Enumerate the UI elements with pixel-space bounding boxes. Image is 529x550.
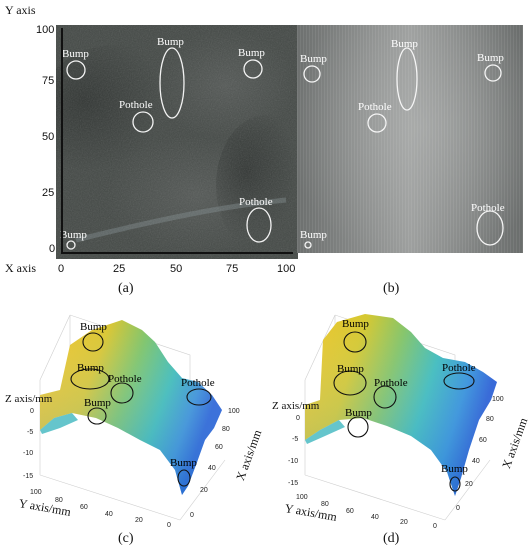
panel-a-y-tick: 75 (42, 75, 55, 87)
panel-c-z-tick: -15 (23, 473, 34, 480)
panel-a-y-tick: 100 (36, 24, 55, 36)
panel-c-annotation-marks (70, 332, 212, 487)
panel-a-annotation-label: Bump (62, 48, 89, 60)
panel-d-caption: (d) (383, 531, 400, 546)
panel-d-y-tick: 20 (400, 519, 408, 526)
panel-c-caption: (c) (118, 531, 134, 546)
panel-c-z-axis-title: Z axis/mm (5, 393, 53, 405)
panel-c-annotation-label: Bump (84, 397, 111, 409)
panel-a-annotation-label: Pothole (239, 196, 273, 208)
panel-d-annotation-label: Pothole (442, 362, 476, 374)
panel-c-x-tick: 80 (222, 426, 230, 433)
panel-b-annotation-label: Pothole (471, 202, 505, 214)
panel-a-y-tick: 0 (49, 243, 56, 255)
panel-d-z-tick: -10 (288, 458, 299, 465)
panel-d-annotation-marks (333, 331, 475, 492)
panel-a-y-tick: 25 (42, 187, 55, 199)
panel-c-y-tick: 20 (135, 517, 143, 524)
panel-a-y-axis-title: Y axis (5, 3, 36, 17)
panel-c-z-tick: -5 (27, 429, 34, 436)
panel-d-annotation-label: Bump (345, 407, 372, 419)
panel-a-y-tick: 50 (42, 131, 55, 143)
panel-d-annotation-label: Bump (441, 463, 468, 475)
panel-a-x-tick: 50 (170, 263, 183, 275)
panel-d-3d-surface: Bump Bump Pothole Pothole Bump Bump (304, 314, 497, 521)
panel-d-y-tick: 80 (321, 501, 329, 508)
panel-c-annotation-label: Pothole (108, 373, 142, 385)
panel-d-y-tick: 60 (346, 508, 354, 515)
panel-d-y-tick: 40 (371, 514, 379, 521)
panel-c-y-tick: 80 (55, 497, 63, 504)
panel-a-caption: (a) (118, 281, 134, 296)
panel-c-x-tick: 40 (208, 465, 216, 472)
panel-d-annotation-label: Pothole (374, 377, 408, 389)
panel-d-x-tick: 0 (456, 505, 460, 512)
panel-b-annotation-label: Pothole (358, 101, 392, 113)
panel-a-x-tick: 75 (226, 263, 239, 275)
panel-d-annotation-label: Bump (342, 318, 369, 330)
panel-a-annotation-marks (66, 47, 272, 250)
panel-c-3d-surface: Bump Bump Pothole Pothole Bump Bump (39, 314, 226, 521)
panel-c-annotation-label: Bump (77, 362, 104, 374)
panel-c-annotation-label: Bump (80, 321, 107, 333)
panel-d-z-tick: 0 (296, 415, 300, 422)
panel-d-y-tick: 0 (433, 523, 437, 530)
panel-c-y-tick: 0 (167, 522, 171, 529)
panel-c-z-tick: 0 (30, 408, 34, 415)
panel-a-annotation-label: Pothole (119, 99, 153, 111)
panel-b-annotation-label: Bump (391, 38, 418, 50)
panel-d-z-tick: -15 (288, 480, 299, 487)
panel-a-annotation-label: Bump (238, 47, 265, 59)
panel-a-x-axis-title: X axis (5, 261, 36, 275)
panel-c-annotation-label: Bump (170, 457, 197, 469)
panel-a-annotation-label: Bump (60, 229, 87, 241)
panel-b-annotation-marks (303, 47, 504, 249)
panel-a-x-tick: 0 (58, 263, 65, 275)
panel-d-x-tick: 40 (472, 458, 480, 465)
panel-a-annotation-label: Bump (157, 36, 184, 48)
panel-c-x-tick: 100 (228, 408, 240, 415)
panel-d-z-axis-title: Z axis/mm (272, 400, 320, 412)
panel-c-annotation-label: Pothole (181, 377, 215, 389)
panel-c-z-tick: -10 (23, 450, 34, 457)
panel-c-y-tick: 60 (80, 504, 88, 511)
panel-d-annotation-label: Bump (337, 363, 364, 375)
panel-a-road-photo: Bump Bump Bump Pothole Pothole Bump (56, 25, 298, 259)
panel-d-x-tick: 100 (492, 396, 504, 403)
panel-d-y-tick: 100 (296, 494, 308, 501)
panel-c-y-tick: 40 (105, 511, 113, 518)
panel-d-x-tick: 60 (479, 437, 487, 444)
panel-b-caption: (b) (383, 281, 400, 296)
panel-d-z-tick: -5 (292, 436, 299, 443)
panel-c-x-tick: 60 (215, 444, 223, 451)
panel-a-y-axis-line (61, 28, 63, 253)
panel-a-x-axis-line (61, 252, 293, 254)
panel-b-annotation-label: Bump (300, 53, 327, 65)
panel-d-x-tick: 80 (486, 416, 494, 423)
panel-a-x-tick: 25 (113, 263, 126, 275)
panel-a-x-tick: 100 (277, 263, 296, 275)
panel-d-x-tick: 20 (465, 481, 473, 488)
panel-b-filtered-photo: Bump Bump Bump Pothole Pothole Bump (297, 25, 523, 253)
panel-b-annotation-label: Bump (300, 229, 327, 241)
panel-b-annotation-label: Bump (477, 52, 504, 64)
panel-c-x-tick: 20 (200, 487, 208, 494)
panel-c-y-tick: 100 (30, 489, 42, 496)
panel-c-x-tick: 0 (190, 512, 194, 519)
